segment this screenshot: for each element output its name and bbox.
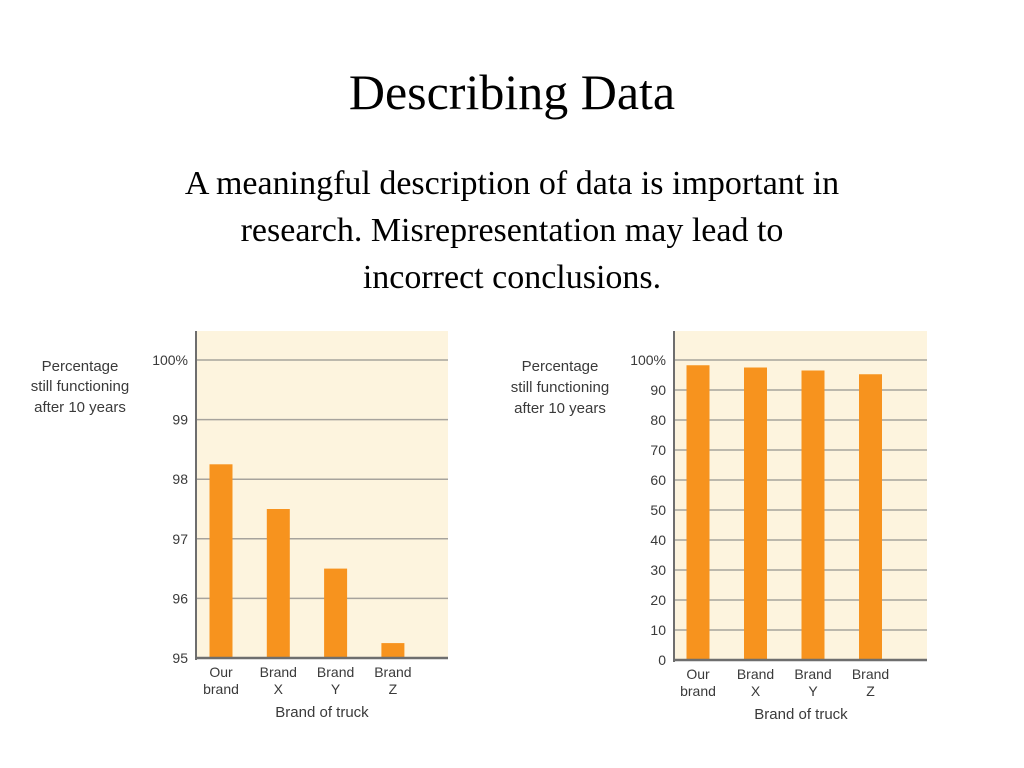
slide-body: A meaningful description of data is impo… bbox=[40, 160, 984, 301]
x-category-label: Brand bbox=[852, 666, 889, 682]
y-tick-label: 99 bbox=[172, 412, 188, 428]
x-axis-label: Brand of truck bbox=[754, 706, 848, 723]
x-category-label: Z bbox=[389, 681, 398, 697]
bar bbox=[801, 370, 825, 660]
plot-area bbox=[196, 331, 448, 658]
y-tick-label: 96 bbox=[172, 590, 188, 606]
y-tick-label: 90 bbox=[650, 382, 666, 398]
bar bbox=[686, 365, 710, 660]
bar bbox=[266, 509, 290, 658]
y-tick-label: 100% bbox=[152, 352, 188, 368]
slide-body-line: incorrect conclusions. bbox=[362, 259, 662, 296]
x-category-label: Brand bbox=[374, 664, 411, 680]
y-axis-label: Percentage bbox=[42, 358, 119, 375]
x-category-label: Y bbox=[808, 683, 818, 699]
y-tick-label: 50 bbox=[650, 502, 666, 518]
y-tick-label: 98 bbox=[172, 471, 188, 487]
y-tick-label: 30 bbox=[650, 562, 666, 578]
y-tick-label: 0 bbox=[658, 652, 666, 668]
y-tick-label: 20 bbox=[650, 592, 666, 608]
x-category-label: Brand bbox=[260, 664, 297, 680]
y-axis-label: Percentage bbox=[522, 358, 599, 375]
y-tick-label: 10 bbox=[650, 622, 666, 638]
y-tick-label: 95 bbox=[172, 650, 188, 666]
y-tick-label: 97 bbox=[172, 531, 188, 547]
x-category-label: X bbox=[751, 683, 761, 699]
bar bbox=[744, 367, 767, 660]
x-category-label: Y bbox=[331, 681, 341, 697]
y-axis-label: after 10 years bbox=[514, 400, 606, 417]
bar bbox=[324, 568, 348, 658]
y-tick-label: 40 bbox=[650, 532, 666, 548]
x-category-label: brand bbox=[680, 683, 716, 699]
y-axis-label: after 10 years bbox=[34, 399, 126, 416]
slide-title: Describing Data bbox=[348, 64, 676, 120]
y-tick-label: 70 bbox=[650, 442, 666, 458]
y-axis-label: still functioning bbox=[31, 378, 129, 395]
x-axis-label: Brand of truck bbox=[275, 704, 369, 721]
y-tick-label: 80 bbox=[650, 412, 666, 428]
x-category-label: Brand bbox=[317, 664, 354, 680]
bar bbox=[381, 643, 405, 658]
x-category-label: brand bbox=[203, 681, 239, 697]
x-category-label: Brand bbox=[794, 666, 831, 682]
bar bbox=[209, 464, 233, 658]
slide-body-line: A meaningful description of data is impo… bbox=[184, 165, 840, 202]
y-tick-label: 60 bbox=[650, 472, 666, 488]
slide-body-line: research. Misrepresentation may lead to bbox=[240, 212, 784, 249]
x-category-label: Our bbox=[209, 664, 233, 680]
x-category-label: Z bbox=[866, 683, 875, 699]
bar bbox=[859, 374, 882, 660]
y-tick-label: 100% bbox=[630, 352, 666, 368]
x-category-label: Our bbox=[686, 666, 710, 682]
plot-area bbox=[674, 331, 927, 660]
x-category-label: X bbox=[274, 681, 284, 697]
x-category-label: Brand bbox=[737, 666, 774, 682]
y-axis-label: still functioning bbox=[511, 379, 609, 396]
